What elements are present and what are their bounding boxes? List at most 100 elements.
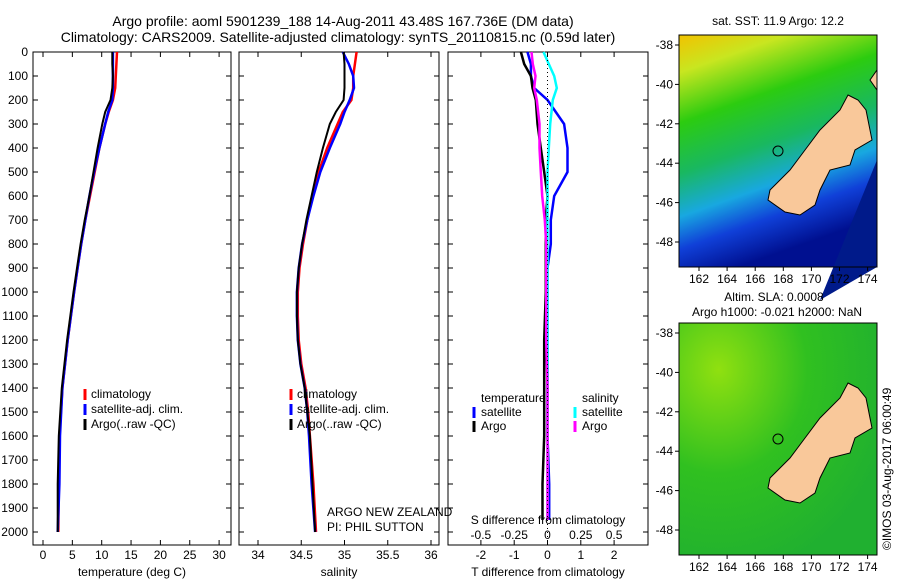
imos-credit: ©IMOS 03-Aug-2017 06:00:49 <box>880 387 894 550</box>
y-tick-label: 1800 <box>1 477 28 491</box>
y-tick-label: 1100 <box>2 309 28 323</box>
x-tick-label: 0 <box>40 548 47 562</box>
map-x-tick-label: 166 <box>745 560 765 574</box>
plot-frame <box>32 51 232 546</box>
series-line-satellite-adj-clim- <box>56 52 115 533</box>
operator-annotation: ARGO NEW ZEALAND <box>327 505 453 519</box>
legend-label: satellite <box>481 405 522 419</box>
x-axis-label: temperature (deg C) <box>78 565 186 579</box>
map-x-tick-label: 168 <box>773 272 793 286</box>
x-tick-label: 15 <box>124 548 138 562</box>
map-frame <box>678 34 878 268</box>
y-tick-label: 1400 <box>1 381 28 395</box>
x-tick-label: 30 <box>212 548 226 562</box>
y-tick-label: 100 <box>8 69 28 83</box>
map-x-tick-label: 172 <box>829 560 849 574</box>
series-line-temperature-argo <box>519 51 549 520</box>
map-x-tick-label: 164 <box>717 560 737 574</box>
sla-map-title-2: Argo h1000: -0.021 h2000: NaN <box>692 305 862 319</box>
x-tick-label: 25 <box>183 548 197 562</box>
map-y-tick-label: -38 <box>656 326 674 340</box>
map-y-tick-label: -48 <box>656 235 674 249</box>
map-y-tick-label: -42 <box>656 405 674 419</box>
x-tick-label: 5 <box>69 548 76 562</box>
legend-label: climatology <box>91 387 151 401</box>
series-line-satellite-adj-clim- <box>295 51 356 533</box>
y-tick-label: 500 <box>8 165 28 179</box>
map-x-tick-label: 164 <box>717 272 737 286</box>
y-tick-label: 2000 <box>1 525 28 539</box>
secondary-x-tick-label: -0.5 <box>471 528 492 542</box>
legend-title-salinity: salinity <box>582 391 619 405</box>
map-x-tick-label: 162 <box>689 560 709 574</box>
salinity-panel: 34 34.5 35 35.5 36 salinity climatologysatelli… <box>238 51 453 579</box>
south-island-land <box>767 382 873 504</box>
map-y-tick-label: -40 <box>656 77 674 91</box>
plot-frame <box>238 51 440 546</box>
map-y-tick-label: -44 <box>656 156 674 170</box>
series-line-argo-raw-qc- <box>295 51 346 533</box>
y-tick-label: 800 <box>8 237 28 251</box>
south-island-land <box>767 94 873 216</box>
map-x-tick-label: 162 <box>689 272 709 286</box>
map-x-tick-label: 172 <box>829 272 849 286</box>
legend-label: Argo <box>481 419 507 433</box>
legend-label: satellite <box>582 405 623 419</box>
x-tick-label: 34 <box>251 548 265 562</box>
x-tick-label: 20 <box>154 548 168 562</box>
x-axis-label: salinity <box>321 565 358 579</box>
y-tick-label: 1300 <box>1 357 28 371</box>
sst-map-title: sat. SST: 11.9 Argo: 12.2 <box>712 14 844 28</box>
x-tick-label: 10 <box>95 548 109 562</box>
x-tick-label: 35.5 <box>376 548 400 562</box>
x-axis-label: T difference from climatology <box>471 565 625 579</box>
y-tick-label: 1000 <box>1 285 28 299</box>
sst-map: sat. SST: 11.9 Argo: 12.2 -38 -40 -42 -44 -4… <box>656 14 878 300</box>
y-tick-label: 1200 <box>1 333 28 347</box>
map-x-tick-label: 166 <box>745 272 765 286</box>
x-tick-label: 2 <box>611 548 618 562</box>
series-line-argo-raw-qc- <box>56 52 114 532</box>
map-frame <box>678 322 878 556</box>
series-line-climatology <box>296 51 358 533</box>
title-line-2: Climatology: CARS2009. Satellite-adjuste… <box>61 29 616 45</box>
series-line-salinity-argo <box>530 51 549 520</box>
legend-label: satellite-adj. clim. <box>91 402 183 416</box>
legend-label: satellite-adj. clim. <box>297 402 389 416</box>
y-tick-label: 200 <box>8 93 28 107</box>
series-line-climatology <box>57 51 119 533</box>
legend-title-temperature: temperature <box>481 391 546 405</box>
title-line-1: Argo profile: aoml 5901239_188 14-Aug-20… <box>112 13 573 29</box>
pi-annotation: PI: PHIL SUTTON <box>327 520 424 534</box>
y-tick-label: 600 <box>8 189 28 203</box>
map-x-tick-label: 170 <box>801 560 821 574</box>
y-tick-label: 1900 <box>1 501 28 515</box>
y-tick-label: 1500 <box>1 405 28 419</box>
y-tick-label: 300 <box>8 117 28 131</box>
map-y-tick-label: -42 <box>656 117 674 131</box>
y-tick-label: 700 <box>8 213 28 227</box>
temperature-panel: 0100200300400500600700800900100011001200… <box>1 45 232 579</box>
secondary-x-tick-label: 0.5 <box>606 528 623 542</box>
sla-map-title-1: Altim. SLA: 0.0008 <box>724 290 824 304</box>
secondary-x-tick-label: -0.25 <box>501 528 529 542</box>
sla-map: Altim. SLA: 0.0008 Argo h1000: -0.021 h2… <box>656 290 878 574</box>
map-y-tick-label: -44 <box>656 444 674 458</box>
y-tick-label: 0 <box>21 45 28 59</box>
y-tick-label: 900 <box>8 261 28 275</box>
y-tick-label: 400 <box>8 141 28 155</box>
x-tick-label: 34.5 <box>290 548 314 562</box>
map-x-tick-label: 174 <box>858 560 878 574</box>
x-tick-label: 1 <box>577 548 584 562</box>
x-tick-label: -2 <box>476 548 487 562</box>
legend-label: Argo(..raw -QC) <box>297 417 382 431</box>
legend-label: Argo(..raw -QC) <box>91 417 176 431</box>
map-y-tick-label: -48 <box>656 523 674 537</box>
y-tick-label: 1700 <box>1 453 28 467</box>
legend-label: Argo <box>582 419 608 433</box>
secondary-x-tick-label: 0 <box>544 528 551 542</box>
difference-panel: -2 -1 0 1 2 T difference from climatology temp… <box>447 51 649 579</box>
map-x-tick-label: 170 <box>801 272 821 286</box>
map-x-tick-label: 174 <box>858 272 878 286</box>
